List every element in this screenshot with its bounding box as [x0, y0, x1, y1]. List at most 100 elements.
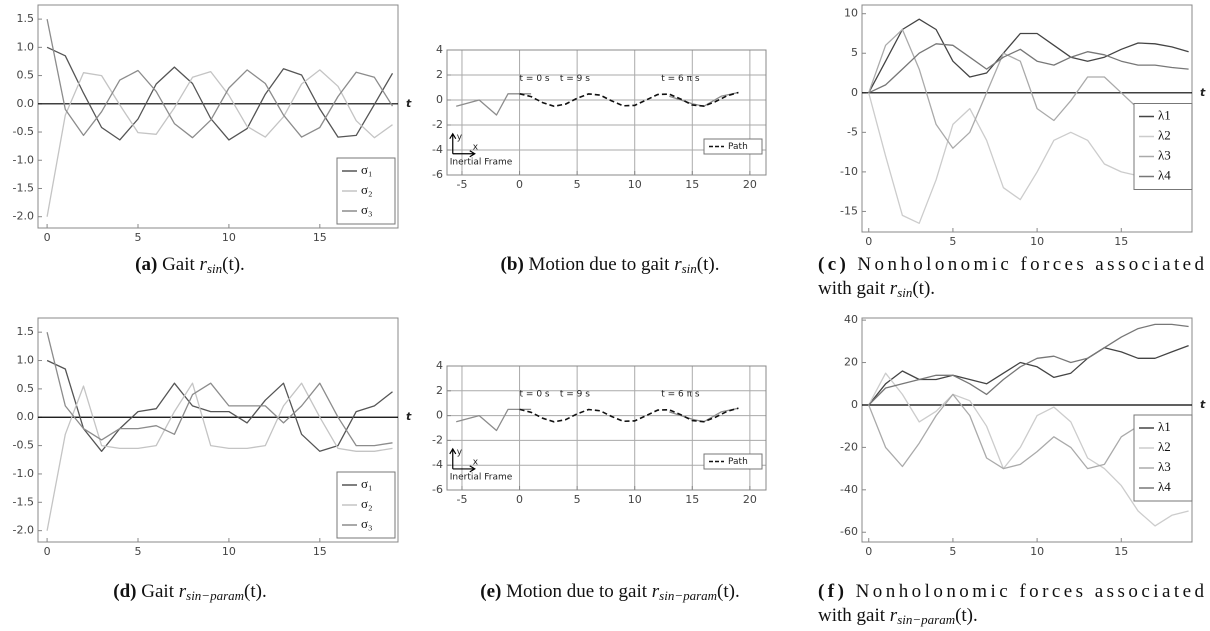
x-tick-label: 15: [685, 493, 699, 506]
plot-frame: [37, 4, 399, 229]
caption: (a) Gait rsin(t).: [135, 254, 245, 276]
series-line: [519, 91, 739, 108]
caption-space: [847, 581, 852, 602]
annotation: t = 9 s: [560, 390, 590, 400]
y-tick-label: -6: [432, 483, 443, 496]
caption-subscript: sin: [207, 261, 222, 276]
x-tick-label: 0: [516, 178, 523, 191]
y-tick-label: 10: [844, 7, 858, 20]
x-axis-label: t: [406, 410, 412, 423]
x-tick-label: 5: [574, 493, 581, 506]
y-tick-label: 1.5: [17, 325, 35, 338]
y-tick-label: -20: [840, 440, 858, 453]
x-tick-label: 5: [574, 178, 581, 191]
series-line: [868, 323, 1189, 406]
y-tick-label: 1.5: [17, 12, 35, 25]
legend-label: σ₃: [361, 202, 373, 217]
caption-text: Gait: [141, 581, 174, 602]
caption-label: (d): [113, 581, 136, 602]
y-tick-label: -5: [847, 125, 858, 138]
caption: (c) Nonholonomic forces associated: [818, 254, 1205, 275]
x-tick-label: 15: [685, 178, 699, 191]
x-tick-label: 5: [949, 235, 956, 248]
x-tick-label: 10: [1030, 235, 1044, 248]
y-tick-label: 0: [851, 86, 858, 99]
y-tick-label: -2.0: [13, 524, 34, 537]
x-tick-label: 10: [1030, 545, 1044, 558]
caption-subscript: sin: [897, 285, 912, 300]
legend-label: Path: [728, 142, 748, 152]
y-tick-label: 20: [844, 356, 858, 369]
frame-arrow: [449, 132, 476, 158]
y-tick-label: 1.0: [17, 40, 35, 53]
x-axis-label: t: [1200, 86, 1206, 99]
caption-label: (f): [818, 581, 844, 602]
y-tick-label: 0.5: [17, 69, 35, 82]
caption-text: Motion due to gait: [506, 581, 648, 602]
legend-box: [1133, 103, 1193, 190]
x-tick-label: 0: [865, 235, 872, 248]
series-line: [46, 46, 394, 141]
y-tick-label: -1.5: [13, 181, 34, 194]
caption-symbol: r: [200, 254, 208, 275]
x-tick-label: 0: [516, 493, 523, 506]
y-tick-label: 4: [436, 43, 443, 56]
y-tick-label: 2: [436, 384, 443, 397]
y-tick-label: -0.5: [13, 439, 34, 452]
legend-label: σ₁: [361, 162, 373, 177]
caption-label: (a): [135, 254, 157, 275]
legend-label: λ3: [1158, 147, 1171, 162]
x-tick-label: 15: [313, 545, 327, 558]
frame-label: Inertial Frame: [450, 157, 513, 167]
x-tick-label: 5: [135, 545, 142, 558]
caption-suffix: (t).: [955, 605, 978, 626]
caption-text: with gait: [818, 278, 886, 299]
legend-label: λ1: [1158, 419, 1171, 434]
x-tick-label: 10: [222, 545, 236, 558]
y-tick-label: 40: [844, 313, 858, 326]
y-tick-label: -10: [840, 165, 858, 178]
legend-label: σ₃: [361, 516, 373, 531]
legend-label: λ4: [1158, 479, 1171, 494]
y-tick-label: 0: [436, 409, 443, 422]
caption-text: with gait: [818, 605, 886, 626]
legend-box: [703, 138, 763, 155]
frame-y-label: y: [457, 132, 463, 142]
legend-label: Path: [728, 457, 748, 467]
panel: -6 -4 -2 0 2 4 -5 0 5 10 15 20 Path t = 0 s t = 9 s t =…: [432, 359, 767, 506]
series-line: [868, 344, 1189, 406]
x-tick-label: 5: [135, 231, 142, 244]
x-tick-label: 10: [628, 178, 642, 191]
annotation: t = 9 s: [560, 74, 590, 84]
y-tick-label: -4: [432, 143, 443, 156]
x-tick-label: 0: [44, 545, 51, 558]
caption: (b) Motion due to gait rsin(t).: [501, 254, 720, 276]
legend-label: σ₂: [361, 182, 373, 197]
series-line: [868, 18, 1189, 94]
caption-symbol: r: [674, 254, 682, 275]
x-tick-label: -5: [456, 178, 467, 191]
caption: with gait rsin(t).: [818, 278, 935, 300]
legend-label: λ4: [1158, 167, 1171, 182]
frame-y-label: y: [457, 447, 463, 457]
legend-label: λ1: [1158, 107, 1171, 122]
caption-text: Motion due to gait: [529, 254, 671, 275]
series-line: [46, 332, 393, 447]
y-tick-label: -2.0: [13, 210, 34, 223]
caption-suffix: (t).: [697, 254, 720, 275]
y-tick-label: 5: [851, 46, 858, 59]
caption-subscript: sin−param: [659, 588, 717, 603]
y-tick-label: -40: [840, 483, 858, 496]
y-tick-label: 0.0: [17, 410, 35, 423]
x-tick-label: 10: [628, 493, 642, 506]
x-tick-label: 0: [44, 231, 51, 244]
frame-label: Inertial Frame: [450, 472, 513, 482]
legend-box: [1133, 414, 1193, 502]
legend-label: λ3: [1158, 459, 1171, 474]
legend-label: λ2: [1158, 127, 1171, 142]
series-line: [46, 18, 394, 139]
caption: (e) Motion due to gait rsin−param(t).: [480, 581, 739, 603]
y-tick-label: -2: [432, 118, 443, 131]
y-tick-label: -1.0: [13, 467, 34, 480]
